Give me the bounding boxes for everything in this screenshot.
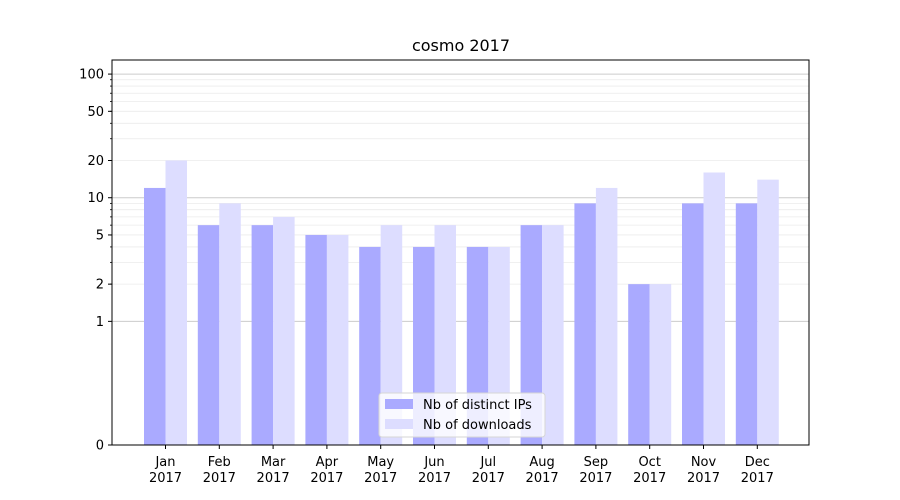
bar — [649, 284, 672, 445]
x-tick-label-year: 2017 — [472, 471, 505, 486]
bar — [682, 203, 704, 445]
legend-label: Nb of downloads — [423, 418, 532, 433]
legend-label: Nb of distinct IPs — [423, 398, 532, 413]
x-tick-label-year: 2017 — [579, 471, 612, 486]
x-tick-label-year: 2017 — [203, 471, 236, 486]
plot-frame — [111, 59, 810, 446]
y-tick-label: 100 — [79, 68, 104, 83]
x-tick-label: Sep — [584, 455, 609, 470]
x-tick-label: Jan — [154, 455, 175, 470]
bar — [703, 172, 725, 446]
bar — [757, 179, 779, 446]
y-axis-ticks: 0 1 2 5 10 20 50 100 — [79, 68, 112, 454]
x-tick-label: Feb — [208, 455, 231, 470]
x-tick-label: Apr — [316, 455, 339, 470]
x-tick-label-year: 2017 — [364, 471, 397, 486]
x-tick-label-year: 2017 — [418, 471, 451, 486]
bar — [735, 203, 758, 445]
bar — [380, 225, 403, 445]
x-tick-label: Jul — [479, 455, 496, 470]
x-tick-label-year: 2017 — [310, 471, 343, 486]
y-tick-label: 0 — [96, 439, 104, 454]
y-tick-label: 50 — [87, 105, 104, 120]
x-axis-ticks: Jan2017Feb2017Mar2017Apr2017May2017Jun20… — [149, 445, 774, 486]
x-tick-label-year: 2017 — [257, 471, 290, 486]
chart-title: cosmo 2017 — [412, 36, 510, 55]
bar — [165, 160, 187, 445]
bar — [326, 234, 349, 445]
y-tick-label: 10 — [87, 191, 104, 206]
bar — [273, 216, 295, 445]
bar — [628, 284, 650, 445]
legend: Nb of distinct IPs Nb of downloads — [378, 392, 546, 438]
bar — [251, 225, 274, 445]
x-tick-label: Mar — [261, 455, 286, 470]
y-tick-label: 1 — [96, 315, 104, 330]
x-tick-label: May — [367, 455, 394, 470]
y-tick-label: 2 — [96, 278, 104, 293]
x-tick-label-year: 2017 — [526, 471, 559, 486]
legend-swatch — [385, 399, 413, 409]
x-tick-label: Jun — [423, 455, 444, 470]
bar — [520, 225, 543, 445]
x-tick-label: Aug — [529, 455, 554, 470]
axes — [111, 59, 810, 446]
bar — [595, 187, 618, 445]
y-tick-label: 20 — [87, 154, 104, 169]
legend-swatch — [385, 419, 413, 429]
x-tick-label-year: 2017 — [687, 471, 720, 486]
bar — [434, 225, 456, 445]
legend-box — [378, 392, 546, 438]
bar — [542, 225, 564, 445]
x-tick-label-year: 2017 — [149, 471, 182, 486]
bar — [305, 234, 327, 445]
x-tick-label: Oct — [638, 455, 660, 470]
bar — [144, 187, 166, 445]
bar — [359, 246, 381, 445]
x-tick-label-year: 2017 — [741, 471, 774, 486]
y-tick-label: 5 — [96, 228, 104, 243]
bar — [574, 203, 596, 445]
x-tick-label-year: 2017 — [633, 471, 666, 486]
bar — [219, 203, 241, 445]
x-tick-label: Dec — [745, 455, 770, 470]
bar — [197, 225, 220, 445]
x-tick-label: Nov — [691, 455, 717, 470]
